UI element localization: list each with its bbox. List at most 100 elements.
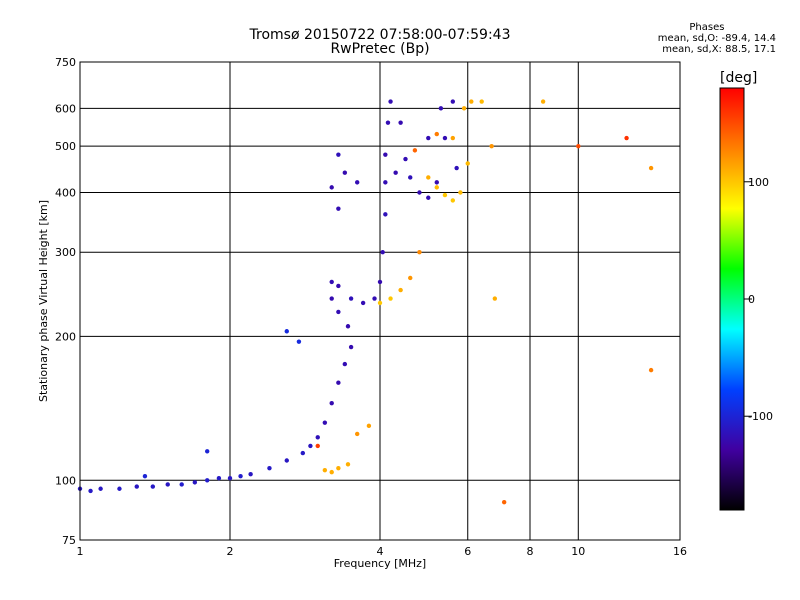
data-point	[345, 462, 351, 467]
y-tick-label: 750	[55, 56, 76, 69]
colorbar-label: [deg]	[720, 70, 757, 86]
data-point	[398, 120, 403, 125]
data-point	[348, 296, 354, 301]
data-point	[434, 180, 439, 185]
data-point	[469, 99, 474, 104]
data-point	[315, 443, 320, 449]
data-point	[438, 106, 444, 111]
y-tick-label: 300	[55, 246, 76, 259]
data-point	[492, 296, 498, 301]
y-tick-label: 400	[55, 186, 76, 199]
data-point	[204, 449, 210, 454]
x-tick-label: 10	[571, 545, 585, 558]
data-point	[336, 465, 341, 471]
data-point	[417, 190, 422, 195]
data-point	[624, 135, 629, 141]
x-tick-label: 16	[673, 545, 687, 558]
data-point	[442, 192, 448, 198]
data-point	[336, 283, 341, 289]
data-point	[322, 467, 328, 473]
data-point	[366, 423, 372, 429]
data-point	[372, 296, 377, 301]
x-tick-label: 2	[227, 545, 234, 558]
data-point	[417, 250, 422, 255]
data-point	[540, 99, 546, 104]
phases-header: Phases	[689, 22, 725, 33]
data-point	[329, 185, 334, 190]
y-tick-label: 75	[62, 534, 76, 547]
data-point	[300, 450, 306, 456]
data-point	[648, 165, 654, 171]
data-point	[342, 170, 348, 175]
data-point	[383, 180, 388, 185]
y-tick-label: 600	[55, 102, 76, 115]
data-point	[165, 482, 170, 487]
data-point	[380, 250, 385, 255]
data-point	[354, 431, 360, 437]
data-point	[434, 131, 439, 137]
chart-title-line-2: RwPretec (Bp)	[330, 41, 430, 57]
data-point	[248, 471, 253, 477]
data-point	[454, 165, 459, 171]
chart-title-line-1: Tromsø 20150722 07:58:00-07:59:43	[249, 27, 511, 43]
data-point	[465, 161, 470, 166]
x-tick-label: 1	[77, 545, 84, 558]
data-point	[216, 476, 222, 481]
data-point	[345, 324, 351, 329]
data-point	[360, 300, 366, 306]
data-point	[385, 120, 391, 125]
data-point	[383, 152, 388, 157]
data-point	[329, 400, 334, 406]
phases-summary: Phases mean, sd,O: -89.4, 14.4 mean, sd,…	[658, 22, 776, 55]
y-axis-label: Stationary phase Virtual Height [km]	[37, 200, 50, 402]
data-point	[150, 484, 156, 489]
colorbar-ticks: 100 0 -100	[744, 176, 773, 423]
grid-lines	[80, 62, 680, 540]
x-tick-label: 6	[464, 545, 471, 558]
data-point	[192, 480, 198, 485]
data-point	[442, 135, 448, 141]
colorbar-tick-label: 0	[748, 293, 755, 306]
data-point	[336, 380, 341, 385]
data-point	[296, 339, 302, 344]
data-point	[227, 476, 233, 481]
data-point	[329, 279, 334, 285]
data-point	[408, 175, 413, 180]
plot-frame	[79, 61, 681, 541]
data-point	[322, 420, 328, 425]
data-point	[412, 148, 418, 153]
data-point	[388, 99, 393, 104]
data-point	[450, 135, 456, 141]
data-point	[308, 443, 313, 449]
data-point	[284, 458, 289, 463]
data-point	[348, 344, 354, 350]
data-point	[648, 367, 654, 373]
data-point	[204, 478, 210, 483]
data-point	[267, 465, 272, 471]
data-point	[342, 361, 348, 367]
data-point	[329, 469, 334, 475]
data-point	[450, 198, 456, 203]
data-point	[134, 484, 139, 489]
data-point	[336, 206, 341, 211]
data-point	[479, 99, 484, 104]
data-point	[284, 329, 289, 334]
data-point	[388, 296, 393, 301]
data-points	[77, 99, 654, 505]
data-point	[377, 279, 383, 285]
data-point	[450, 99, 456, 104]
y-tick-label: 200	[55, 330, 76, 343]
y-tick-label: 500	[55, 140, 76, 153]
phases-x-line: mean, sd,X: 88.5, 17.1	[662, 44, 776, 55]
data-point	[179, 482, 184, 487]
data-point	[383, 212, 388, 217]
data-point	[315, 435, 320, 440]
data-point	[117, 486, 122, 491]
data-point	[377, 300, 383, 306]
data-point	[403, 156, 408, 162]
data-point	[576, 143, 581, 149]
colorbar-tick-label: 100	[748, 176, 769, 189]
y-tick-label: 100	[55, 474, 76, 487]
data-point	[88, 488, 93, 494]
data-point	[408, 275, 413, 281]
